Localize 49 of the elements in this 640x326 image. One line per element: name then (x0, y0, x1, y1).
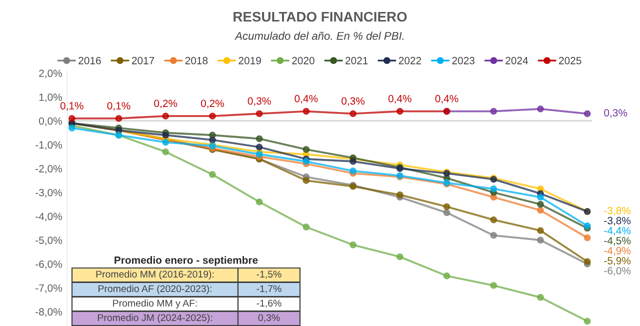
legend-label: 2021 (346, 56, 368, 64)
y-tick-label: 0,0% (39, 117, 62, 126)
y-tick-label: -8,0% (36, 308, 62, 317)
data-label: -3,8% (604, 206, 631, 216)
data-label: -4,5% (604, 237, 631, 246)
data-label: 0,4% (388, 94, 412, 104)
legend-label: 2025 (559, 56, 582, 64)
chart-title: RESULTADO FINANCIERO (234, 12, 407, 22)
y-tick-label: -4,0% (36, 212, 62, 222)
data-label: 0,4% (435, 94, 458, 104)
annotation: 0,3% (258, 314, 280, 322)
annotation: Promedio AF (2020-2023): (98, 284, 212, 294)
y-tick-label: -6,0% (36, 260, 62, 270)
y-tick-label: -1,0% (36, 141, 62, 150)
legend-label: 2018 (185, 56, 208, 64)
data-label: -5,9% (604, 257, 631, 266)
chart-subtitle: Acumulado del año. En % del PBI. (234, 32, 404, 40)
y-tick-label: 1,0% (39, 93, 62, 102)
legend-label: 2019 (238, 56, 261, 64)
annotation: -1,6% (256, 300, 282, 308)
annotation: Promedio MM (2016-2019): (96, 270, 214, 280)
data-label: -4,9% (604, 246, 631, 256)
legend-label: 2023 (452, 56, 474, 64)
legend-label: 2024 (506, 56, 528, 64)
y-tick-label: -7,0% (36, 284, 62, 293)
y-tick-label: -5,0% (36, 236, 62, 246)
annotation: -1,7% (256, 285, 282, 294)
legend-label: 2022 (398, 56, 422, 64)
annotation: Promedio MM y AF: (113, 299, 197, 309)
y-tick-label: -2,0% (36, 165, 62, 174)
data-label: 0,1% (107, 102, 130, 111)
y-tick-label: 2,0% (39, 70, 62, 78)
legend-label: 2016 (78, 56, 101, 64)
annotation: Promedio enero - septiembre (114, 256, 258, 266)
data-label: 0,2% (154, 100, 178, 108)
data-label: 0,4% (294, 94, 318, 104)
y-tick-label: -3,0% (36, 188, 62, 198)
data-label: -6,0% (604, 267, 631, 276)
annotation: -1,5% (256, 270, 282, 279)
data-label: -3,8% (604, 216, 631, 226)
legend-label: 2017 (132, 56, 154, 64)
data-label: -4,4% (604, 226, 631, 236)
annotation: Promedio JM (2024-2025): (98, 314, 212, 324)
data-label: 0,3% (604, 109, 628, 118)
legend-label: 2020 (292, 56, 314, 64)
data-label: 0,1% (60, 102, 84, 111)
data-label: 0,3% (342, 97, 365, 106)
data-label: 0,2% (200, 100, 224, 108)
data-label: 0,3% (248, 97, 271, 106)
